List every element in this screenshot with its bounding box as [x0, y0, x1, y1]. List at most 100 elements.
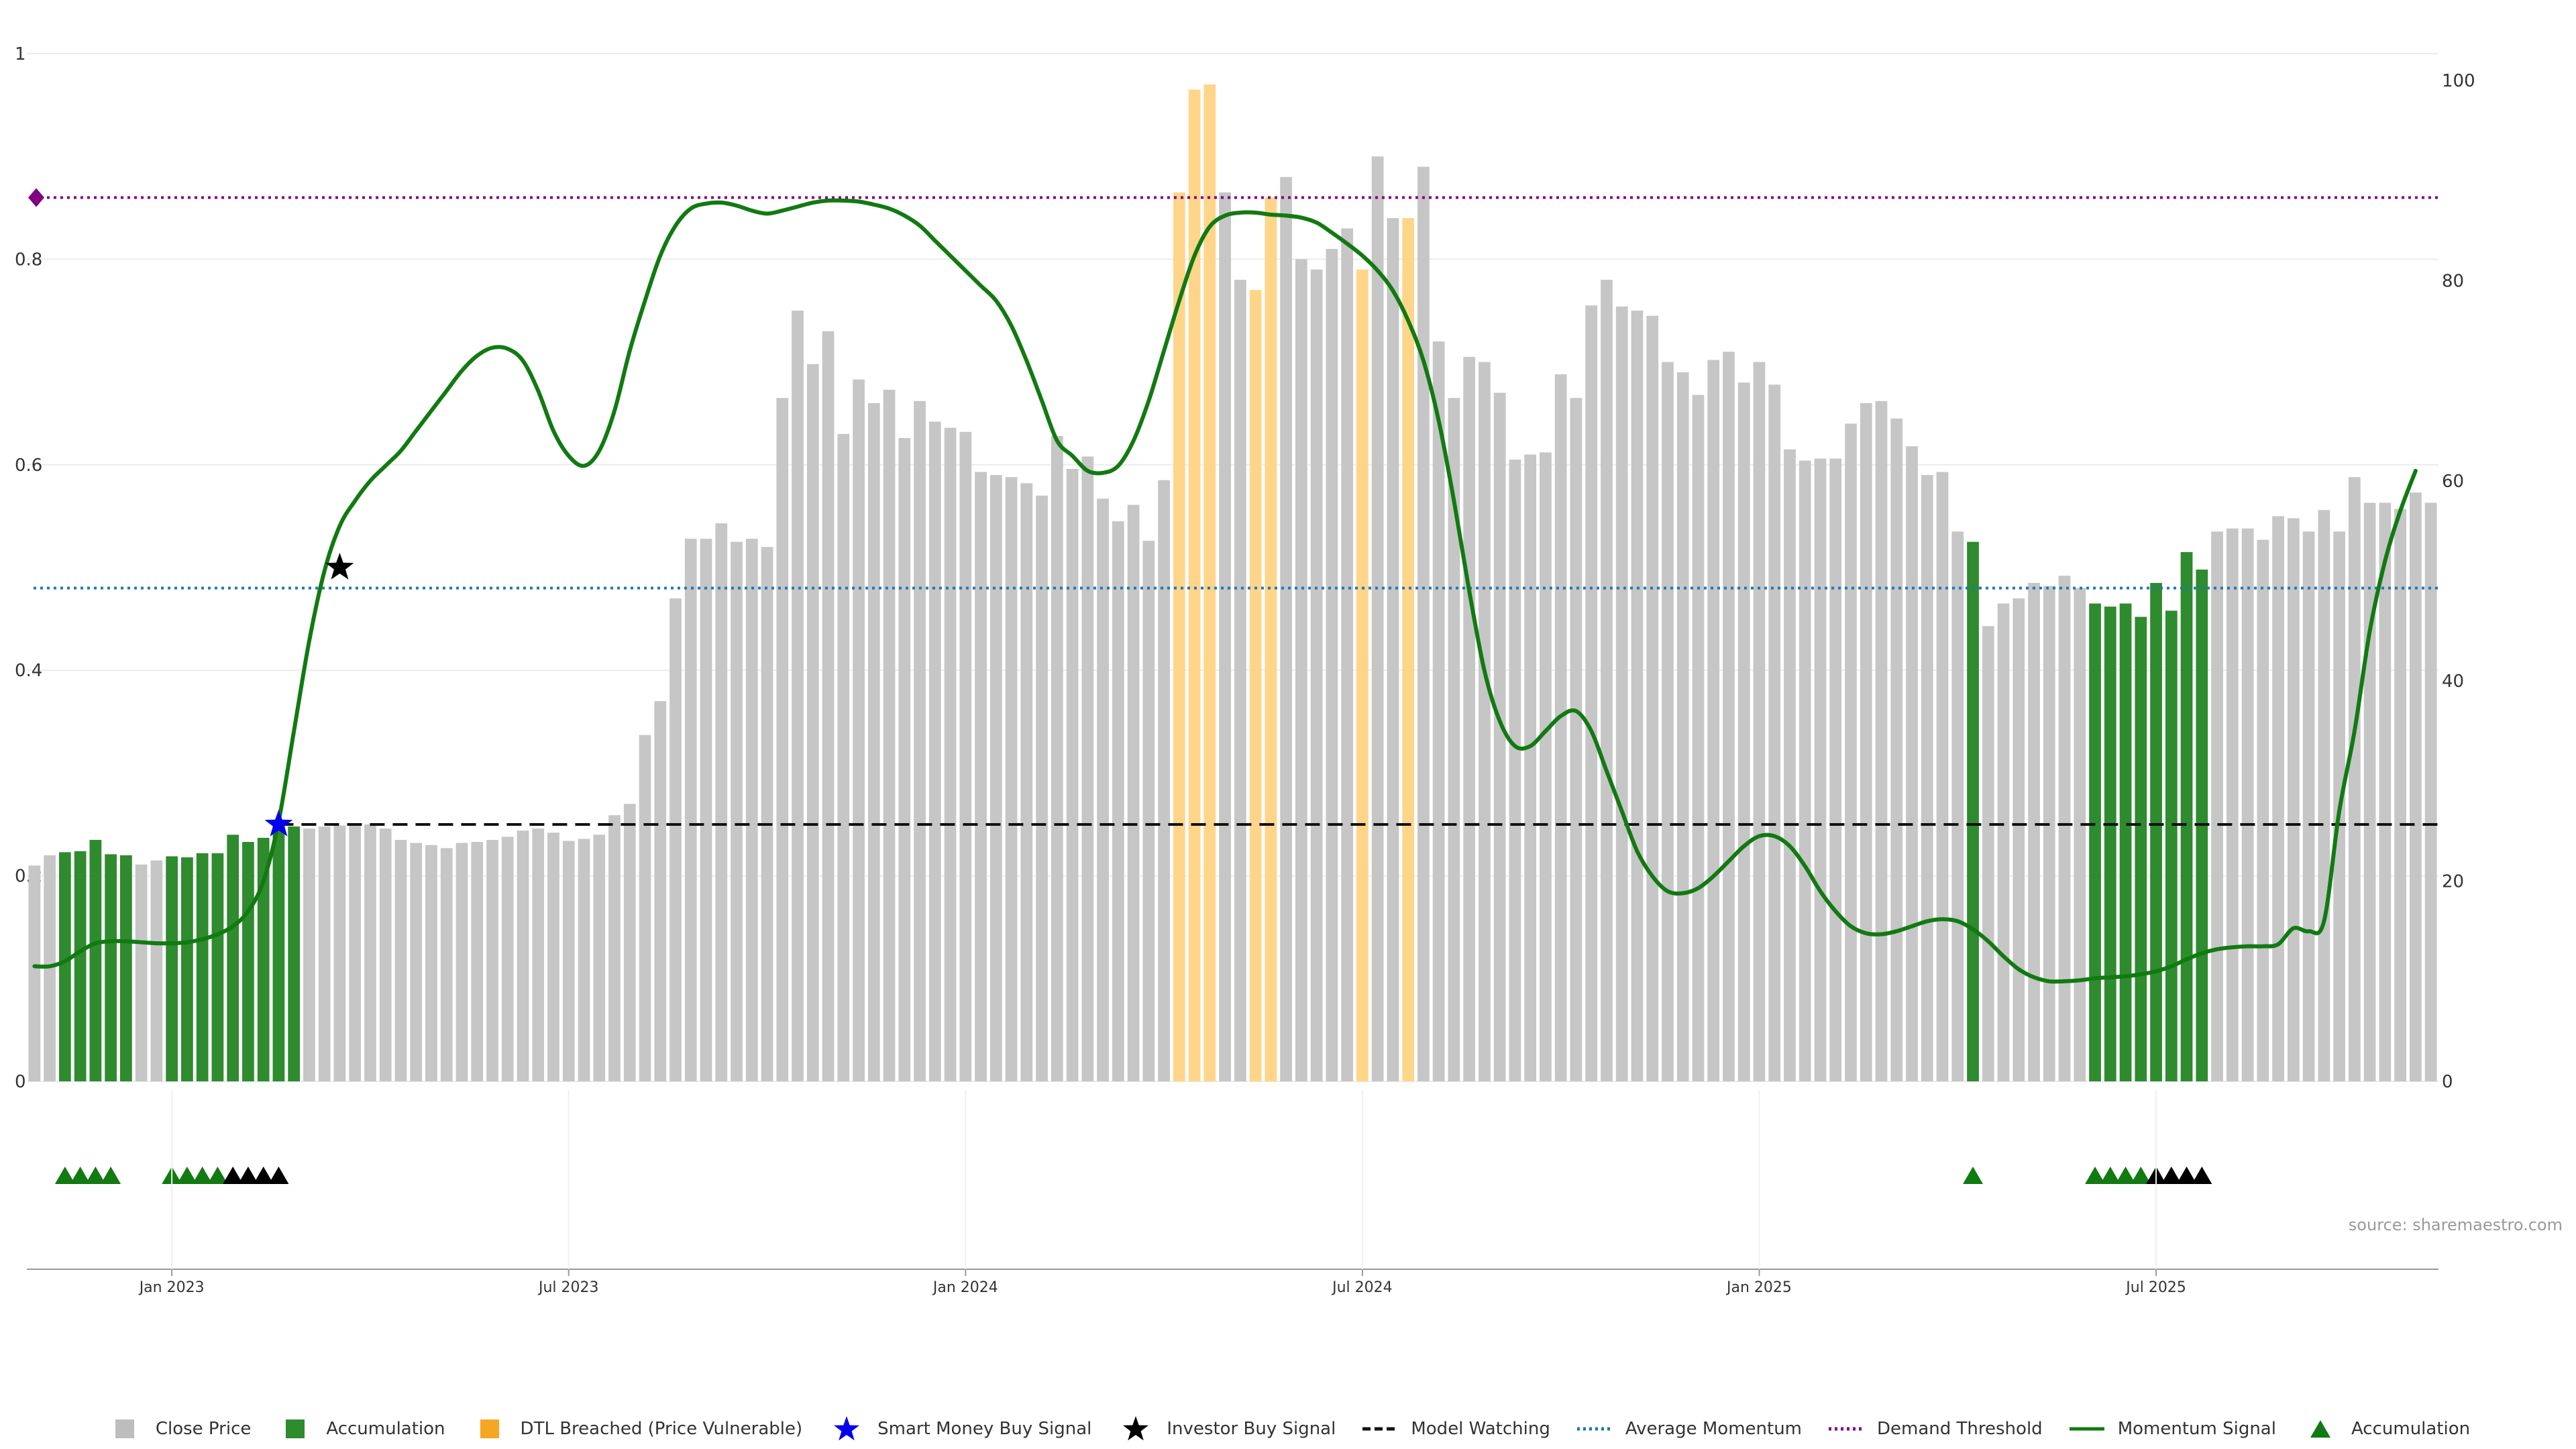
close-price-bar: [593, 835, 606, 1081]
accumulation-triangle-icon: [2192, 1167, 2212, 1184]
close-price-bar: [501, 837, 514, 1081]
right-axis-tick-label: 20: [2442, 872, 2464, 892]
close-price-bar: [2394, 508, 2406, 1081]
accumulation-triangle-icon: [2100, 1167, 2121, 1184]
close-price-bar: [455, 843, 468, 1081]
accumulation-triangle-icon: [253, 1167, 274, 1184]
dtl-breached-bar: [1356, 269, 1368, 1082]
close-price-bar: [364, 824, 376, 1081]
close-price-bar: [1554, 374, 1567, 1081]
close-price-bar: [2409, 492, 2422, 1081]
close-price-bar: [2302, 531, 2315, 1081]
left-axis-tick-label: 0: [15, 1072, 26, 1092]
close-price-bar: [2348, 477, 2361, 1081]
accumulation-bar: [181, 857, 193, 1081]
right-axis-tick-label: 0: [2442, 1072, 2453, 1092]
legend-label: Demand Threshold: [1877, 1419, 2043, 1439]
legend-item-accumulation: Accumulation: [276, 1415, 445, 1442]
square-icon: [480, 1419, 499, 1438]
accumulation-bar: [105, 854, 117, 1081]
close-price-bar: [532, 828, 545, 1081]
right-axis-tick-label: 80: [2442, 271, 2464, 291]
close-price-bar: [1081, 456, 1094, 1081]
buy-signals: [264, 553, 354, 837]
reference-lines: [28, 188, 2438, 826]
close-price-bar: [731, 541, 743, 1081]
accumulation-markers: [54, 1167, 2212, 1184]
x-tick-label: Jan 2023: [138, 1279, 205, 1296]
accumulation-bar: [89, 839, 102, 1081]
close-price-bar: [44, 855, 56, 1081]
close-price-bar: [2012, 598, 2025, 1081]
accumulation-triangle-icon: [223, 1167, 244, 1184]
close-price-bar: [1921, 475, 1933, 1081]
close-price-bar: [989, 475, 1002, 1081]
close-price-bar: [654, 701, 667, 1081]
accumulation-bar: [242, 842, 254, 1081]
close-price-bar: [1540, 452, 1552, 1081]
x-tick-label: Jan 2025: [1725, 1279, 1792, 1296]
close-price-bar: [1417, 166, 1430, 1081]
close-price-bar: [1310, 269, 1323, 1082]
accumulation-bar: [257, 837, 270, 1081]
close-price-bar: [1509, 460, 1521, 1081]
right-axis-tick-label: 100: [2442, 71, 2475, 91]
close-price-bar: [1524, 454, 1537, 1081]
close-price-bar: [349, 824, 362, 1081]
close-price-bar: [2424, 502, 2437, 1081]
close-price-bar: [1326, 249, 1338, 1082]
legend-item-investor: Investor Buy Signal: [1117, 1415, 1336, 1442]
close-price-bar: [1142, 541, 1155, 1081]
legend-item-close_price: Close Price: [106, 1415, 251, 1442]
close-price-bar: [883, 389, 896, 1081]
legend-label: Accumulation: [326, 1419, 445, 1439]
close-price-bar: [745, 539, 758, 1081]
legend-label: Momentum Signal: [2117, 1419, 2276, 1439]
dotted-line-icon: [1576, 1427, 1612, 1431]
close-price-bar: [1448, 398, 1460, 1081]
accumulation-bar: [2180, 552, 2193, 1081]
smart-money-buy-signal-star-icon: [264, 810, 293, 837]
x-tick-label: Jul 2023: [537, 1279, 599, 1296]
close-price-bar: [1860, 402, 1872, 1081]
left-axis-tick-label: 0.6: [15, 455, 42, 476]
star-icon: [1123, 1416, 1149, 1441]
left-axis-tick-label: 0.4: [15, 661, 42, 681]
close-price-bar: [2363, 502, 2376, 1081]
accumulation-triangle-icon: [70, 1167, 91, 1184]
accumulation-triangle-icon: [268, 1167, 289, 1184]
close-price-bar: [1234, 280, 1246, 1081]
close-price-bar: [1692, 394, 1705, 1081]
close-price-bar: [1371, 156, 1384, 1082]
close-price-bar: [1631, 311, 1644, 1081]
close-price-bar: [806, 364, 819, 1081]
x-tick-label: Jul 2024: [1331, 1279, 1393, 1296]
accumulation-triangle-icon: [54, 1167, 75, 1184]
close-price-bar: [2028, 582, 2040, 1081]
close-price-bar: [578, 839, 590, 1081]
close-price-bar: [776, 398, 789, 1081]
accumulation-triangle-icon: [2131, 1167, 2151, 1184]
close-price-bar: [394, 839, 407, 1081]
dtl-breached-bar: [1188, 89, 1201, 1081]
dtl-breached-bar: [1203, 84, 1216, 1082]
close-price-bar: [1097, 498, 1109, 1081]
square-icon: [115, 1419, 134, 1438]
close-price-bar: [135, 864, 148, 1081]
close-price-bar: [822, 331, 835, 1081]
close-price-bar: [1479, 362, 1491, 1081]
close-price-bar: [1005, 477, 1018, 1081]
close-price-bar: [1585, 305, 1598, 1082]
close-price-bar: [2257, 539, 2269, 1081]
triangle-icon: [2310, 1420, 2330, 1438]
close-price-bar: [2318, 510, 2330, 1081]
accumulation-triangle-icon: [2161, 1167, 2182, 1184]
close-price-bar: [2287, 518, 2300, 1081]
close-price-bar: [1784, 449, 1796, 1081]
accumulation-bar: [2119, 603, 2132, 1081]
close-price-bar: [1997, 603, 2010, 1081]
close-price-bar: [928, 421, 941, 1081]
accumulation-bar: [2150, 582, 2162, 1081]
close-price-bar: [1615, 306, 1628, 1081]
